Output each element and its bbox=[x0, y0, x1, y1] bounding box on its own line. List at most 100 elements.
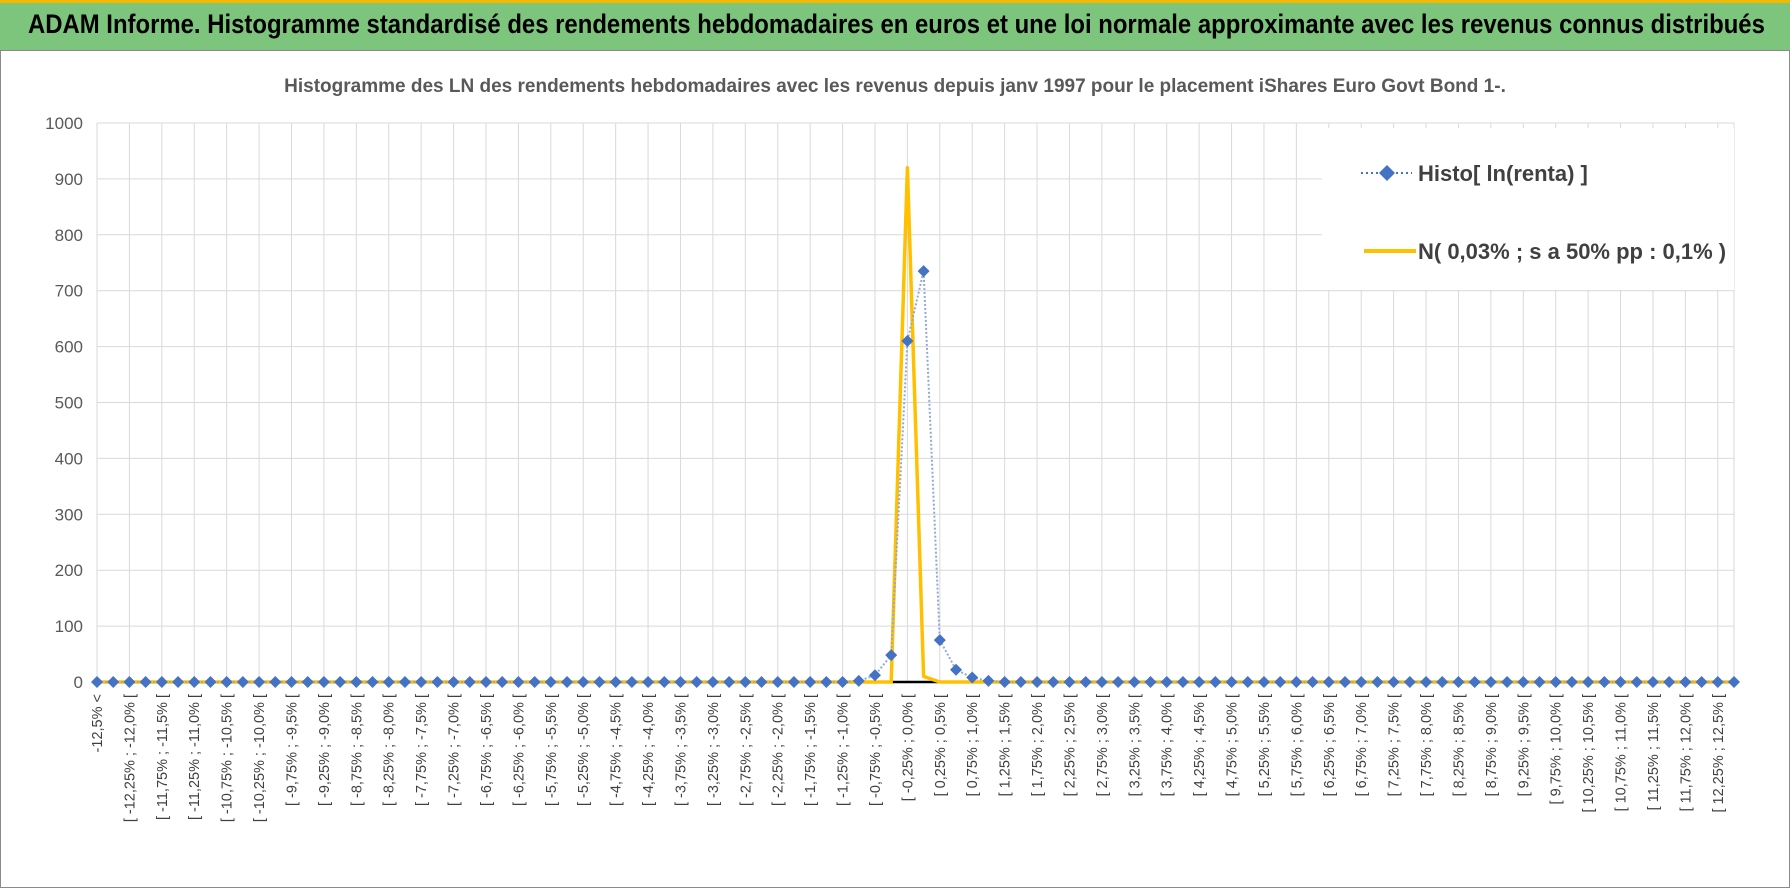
histo-marker bbox=[204, 676, 217, 688]
histo-marker bbox=[366, 676, 379, 688]
x-tick-label: [ -5,25% ; -5,0% [ bbox=[576, 694, 592, 806]
histo-marker bbox=[528, 676, 541, 688]
x-tick-label: [ -9,75% ; -9,5% [ bbox=[284, 694, 300, 806]
histo-marker bbox=[852, 674, 865, 687]
histo-marker bbox=[820, 676, 833, 688]
histo-marker bbox=[885, 649, 898, 662]
histo-marker bbox=[334, 676, 347, 688]
histo-marker bbox=[1339, 676, 1352, 688]
x-tick-label: [ -3,75% ; -3,5% [ bbox=[673, 694, 689, 806]
histo-marker bbox=[285, 676, 298, 688]
x-tick-label: [ 1,25% ; 1,5% [ bbox=[998, 694, 1014, 796]
histo-marker bbox=[415, 676, 428, 688]
header-banner: ADAM Informe. Histogramme standardisé de… bbox=[0, 0, 1790, 50]
histo-marker bbox=[1452, 676, 1465, 688]
histo-marker bbox=[723, 676, 736, 688]
y-tick-label: 800 bbox=[55, 226, 83, 245]
histo-marker bbox=[139, 676, 152, 688]
histo-marker bbox=[1031, 676, 1044, 688]
histo-marker bbox=[1079, 676, 1092, 688]
histo-marker bbox=[398, 676, 411, 688]
histo-marker bbox=[658, 676, 671, 688]
histo-marker bbox=[1598, 676, 1611, 688]
histo-marker bbox=[933, 634, 946, 647]
histo-marker bbox=[496, 676, 509, 688]
histo-marker bbox=[1160, 676, 1173, 688]
histo-marker bbox=[1403, 676, 1416, 688]
legend-histo-label: Histo[ ln(renta) ] bbox=[1418, 161, 1588, 186]
histo-marker bbox=[1257, 676, 1270, 688]
legend-normal-label: N( 0,03% ; s a 50% pp : 0,1% ) bbox=[1418, 239, 1726, 264]
x-tick-label: [ -10,75% ; -10,5% [ bbox=[220, 694, 236, 822]
x-tick-label: [ -6,25% ; -6,0% [ bbox=[511, 694, 527, 806]
series-normal bbox=[97, 165, 1734, 684]
x-tick-label: [ -1,75% ; -1,5% [ bbox=[803, 694, 819, 806]
histo-marker bbox=[1630, 676, 1643, 688]
histo-marker bbox=[1679, 676, 1692, 688]
histo-marker bbox=[771, 676, 784, 688]
histo-marker bbox=[901, 335, 914, 348]
histo-marker bbox=[544, 676, 557, 688]
x-tick-label: [ 0,25% ; 0,5% [ bbox=[933, 694, 949, 796]
x-tick-label: [ 3,75% ; 4,0% [ bbox=[1160, 694, 1176, 796]
x-tick-label: [ 9,75% ; 10,0% [ bbox=[1549, 694, 1565, 804]
histo-marker bbox=[1063, 676, 1076, 688]
histo-marker bbox=[463, 676, 476, 688]
x-tick-label: [ -9,25% ; -9,0% [ bbox=[317, 694, 333, 806]
x-tick-label: [ -3,25% ; -3,0% [ bbox=[706, 694, 722, 806]
x-tick-label: [ 10,75% ; 11,0% [ bbox=[1614, 694, 1630, 811]
x-tick-label: [ -12,25% ; -12,0% [ bbox=[122, 694, 138, 822]
histo-marker bbox=[868, 669, 881, 682]
y-tick-label: 400 bbox=[55, 449, 83, 468]
y-tick-label: 300 bbox=[55, 505, 83, 524]
x-tick-label: [ 8,25% ; 8,5% [ bbox=[1451, 694, 1467, 796]
histo-marker bbox=[107, 676, 120, 688]
y-tick-label: 0 bbox=[74, 673, 83, 692]
histo-marker bbox=[1014, 676, 1027, 688]
histo-marker bbox=[479, 676, 492, 688]
x-tick-label: [ -8,75% ; -8,5% [ bbox=[349, 694, 365, 806]
histo-marker bbox=[431, 676, 444, 688]
x-tick-label: [ 5,75% ; 6,0% [ bbox=[1289, 694, 1305, 796]
histo-marker bbox=[155, 676, 168, 688]
histo-marker bbox=[1290, 676, 1303, 688]
histo-marker bbox=[1614, 676, 1627, 688]
histo-marker bbox=[1711, 676, 1724, 688]
x-tick-label: [ -4,25% ; -4,0% [ bbox=[641, 694, 657, 806]
histo-marker bbox=[561, 676, 574, 688]
histo-marker bbox=[1209, 676, 1222, 688]
histo-marker bbox=[1306, 676, 1319, 688]
chart-title: Histogramme des LN des rendements hebdom… bbox=[284, 76, 1506, 97]
x-tick-label: [ 4,75% ; 5,0% [ bbox=[1225, 694, 1241, 796]
x-tick-label: [ 4,25% ; 4,5% [ bbox=[1192, 694, 1208, 796]
x-tick-label: [ -0,75% ; -0,5% [ bbox=[868, 694, 884, 806]
series-normal-line bbox=[97, 165, 1734, 684]
x-tick-label: [ 3,25% ; 3,5% [ bbox=[1127, 694, 1143, 796]
x-tick-label: [ -7,75% ; -7,5% [ bbox=[414, 694, 430, 806]
histo-marker bbox=[950, 663, 963, 676]
histo-marker bbox=[1646, 676, 1659, 688]
y-tick-label: 1000 bbox=[45, 114, 83, 133]
histo-marker bbox=[172, 676, 185, 688]
x-tick-label: -12,5% < bbox=[90, 694, 106, 752]
histo-marker bbox=[787, 676, 800, 688]
histo-marker bbox=[1501, 676, 1514, 688]
histo-marker bbox=[706, 676, 719, 688]
histo-marker bbox=[1436, 676, 1449, 688]
histo-marker bbox=[625, 676, 638, 688]
y-axis-ticks: 0 100 200 300 400 500 600 700 800 900 1000 bbox=[45, 114, 83, 692]
histo-marker bbox=[1371, 676, 1384, 688]
x-tick-label: [ 1,75% ; 2,0% [ bbox=[1030, 694, 1046, 796]
histo-marker bbox=[91, 676, 103, 688]
x-tick-label: [ -6,75% ; -6,5% [ bbox=[479, 694, 495, 806]
page-title: ADAM Informe. Histogramme standardisé de… bbox=[28, 9, 1765, 39]
histo-marker bbox=[317, 676, 330, 688]
histo-marker bbox=[1420, 676, 1433, 688]
histo-marker bbox=[1517, 676, 1530, 688]
histo-marker bbox=[1274, 676, 1287, 688]
x-tick-label: [ -11,25% ; -11,0% [ bbox=[187, 694, 203, 820]
y-tick-label: 700 bbox=[55, 282, 83, 301]
histo-marker bbox=[253, 676, 266, 688]
y-tick-label: 100 bbox=[55, 617, 83, 636]
